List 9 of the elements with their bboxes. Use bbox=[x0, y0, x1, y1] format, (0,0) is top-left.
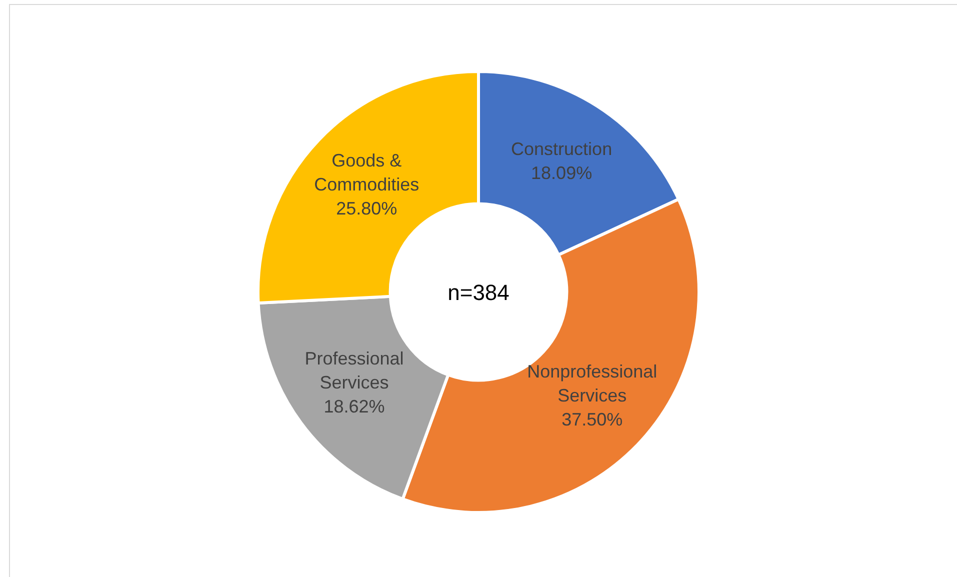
slice-label: Goods & Commodities bbox=[314, 150, 420, 195]
data-label: 18.62% bbox=[324, 396, 385, 417]
text: n=384 bbox=[448, 280, 510, 306]
slice-label: Professional Services bbox=[304, 348, 404, 393]
slice-label: Construction bbox=[511, 138, 612, 159]
data-label: 18.09% bbox=[531, 162, 592, 183]
data-label: 25.80% bbox=[336, 198, 398, 219]
data-label: 37.50% bbox=[562, 409, 623, 430]
slice-label: Nonprofessional Services bbox=[527, 361, 658, 406]
